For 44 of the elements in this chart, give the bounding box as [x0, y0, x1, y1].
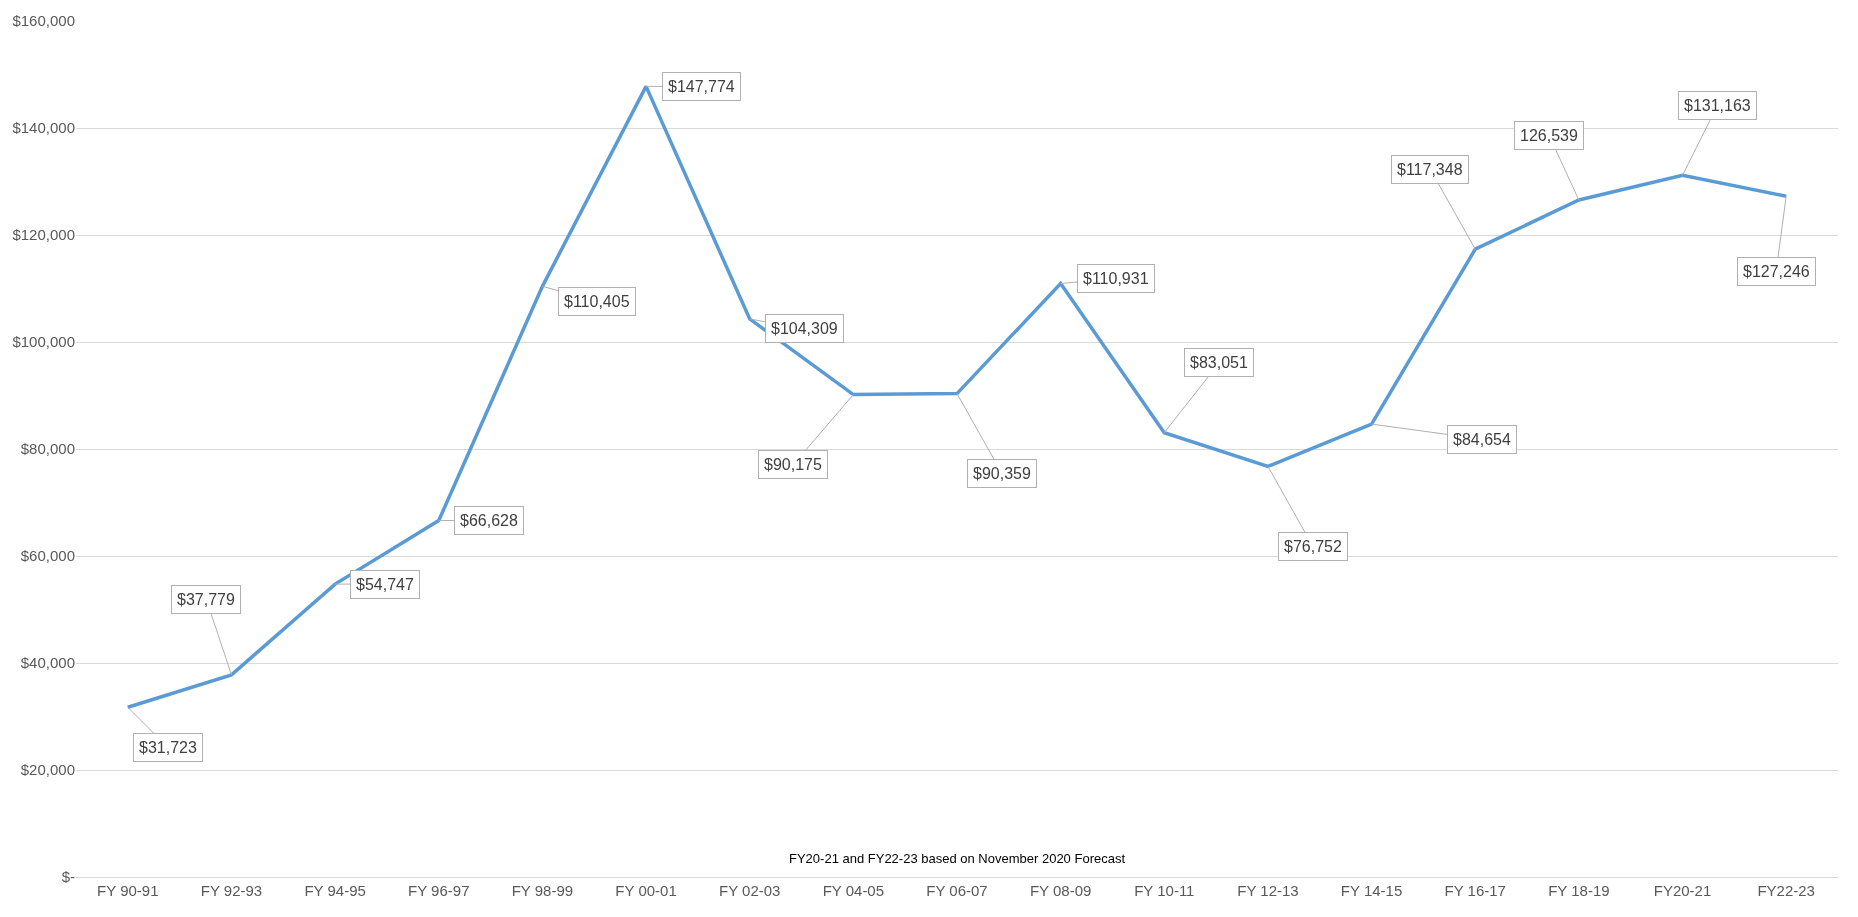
y-tick-label: $40,000 [20, 654, 75, 672]
text: $90,359 [973, 465, 1031, 482]
x-tick-label: FY 92-93 [200, 882, 263, 899]
text: $83,051 [1190, 354, 1248, 371]
y-tick-label: $140,000 [12, 119, 75, 137]
x-tick-label: FY 06-07 [926, 882, 988, 899]
text: $90,175 [764, 456, 822, 473]
x-tick-label: FY 08-09 [1029, 882, 1092, 899]
y-tick-label: $60,000 [20, 547, 75, 565]
text: $84,654 [1453, 431, 1511, 448]
x-tick-label: FY22-23 [1757, 882, 1815, 899]
text: $110,931 [1083, 270, 1149, 287]
y-tick-label: $160,000 [12, 12, 75, 30]
x-tick-label: FY 16-17 [1444, 882, 1506, 899]
annotation: FY20-21 and FY22-23 based on November 2020 Forecast [789, 851, 1126, 866]
x-tick-label: FY 10-11 [1134, 882, 1195, 899]
text: $127,246 [1743, 263, 1810, 280]
text: $104,309 [771, 320, 838, 337]
y-tick-label: $120,000 [12, 226, 75, 244]
x-tick-label: FY 14-15 [1340, 882, 1403, 899]
x-tick-label: FY 12-13 [1237, 882, 1299, 899]
x-tick-label: FY 00-01 [615, 882, 677, 899]
x-tick-label: FY20-21 [1653, 882, 1712, 899]
text: $117,348 [1397, 161, 1463, 178]
x-tick-label: FY 02-03 [718, 882, 781, 899]
x-tick-label: FY 04-05 [822, 882, 885, 899]
text: $76,752 [1284, 538, 1342, 555]
text: $37,779 [177, 591, 235, 608]
text: $31,723 [139, 739, 197, 756]
text: $147,774 [668, 78, 735, 95]
x-tick-label: FY 94-95 [304, 882, 366, 899]
text: $110,405 [564, 293, 630, 310]
text: $54,747 [356, 576, 414, 593]
x-tick-label: FY 98-99 [511, 882, 574, 899]
y-tick-label: $100,000 [12, 333, 75, 351]
x-tick-label: FY 90-91 [97, 882, 159, 899]
y-tick-label: $80,000 [20, 440, 75, 458]
text: 126,539 [1520, 127, 1578, 144]
x-tick-label: FY 96-97 [408, 882, 470, 899]
text: $66,628 [460, 512, 518, 529]
text: $131,163 [1684, 97, 1751, 114]
y-tick-label: $20,000 [20, 761, 75, 779]
y-tick-label: $- [61, 868, 75, 886]
x-tick-label: FY 18-19 [1548, 882, 1610, 899]
